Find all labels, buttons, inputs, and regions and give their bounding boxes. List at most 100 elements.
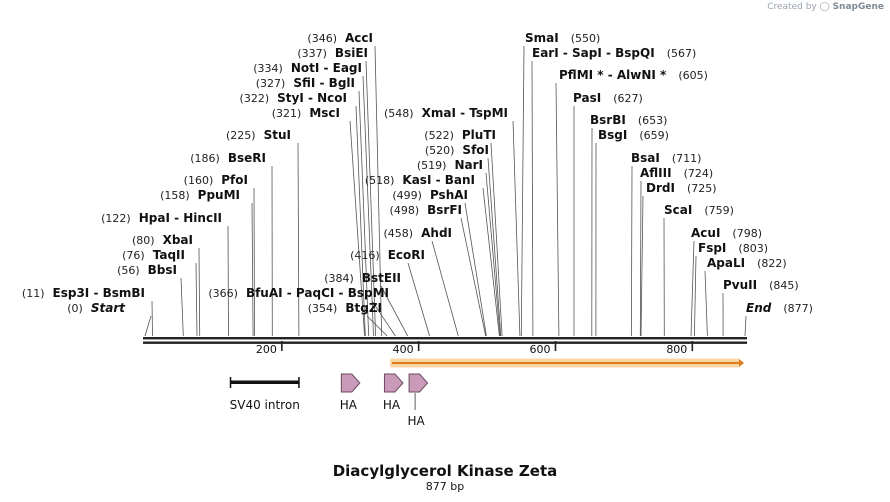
site-label[interactable]: (518) KasI - BanI (365, 173, 475, 187)
backbone-bottom-strand (143, 341, 747, 344)
site-labels: (0) Start (11) Esp3I - BsmBI (56) BbsI(76) Taq… (22, 31, 813, 315)
ha-tag-arrow-icon[interactable] (340, 373, 361, 393)
site-label[interactable]: (337) BsiEI (297, 46, 368, 60)
site-name: AhdI (421, 226, 452, 240)
site-name: XbaI (163, 233, 193, 247)
site-name: PluTI (462, 128, 496, 142)
site-position: (56) (117, 264, 140, 277)
site-name: KasI - BanI (402, 173, 475, 187)
site-label[interactable]: (458) AhdI (384, 226, 452, 240)
site-position: (158) (160, 189, 190, 202)
site-label[interactable]: (416) EcoRI (350, 248, 425, 262)
site-label[interactable]: (366) BfuAI - PaqCI - BspMI (208, 286, 389, 300)
site-position: (725) (687, 182, 717, 195)
map-length: 877 bp (426, 480, 464, 493)
site-leader-line (371, 300, 396, 337)
site-label[interactable]: (76) TaqII (122, 248, 185, 262)
site-name: MscI (309, 106, 340, 120)
site-label[interactable]: (384) BstEII (324, 271, 401, 285)
site-position: (498) (390, 204, 420, 217)
site-label[interactable]: EarI - SapI - BspQI (567) (532, 46, 696, 60)
site-name: NotI - EagI (291, 61, 362, 75)
site-name: PpuMI (198, 188, 240, 202)
site-label[interactable]: (11) Esp3I - BsmBI (22, 286, 145, 300)
site-label[interactable]: (548) XmaI - TspMI (384, 106, 508, 120)
site-label[interactable]: (520) SfoI (425, 143, 489, 157)
site-label[interactable]: AcuI (798) (691, 226, 762, 240)
site-name: XmaI - TspMI (422, 106, 508, 120)
site-label[interactable]: SmaI (550) (525, 31, 600, 45)
site-label[interactable]: (158) PpuMI (160, 188, 240, 202)
site-name: Start (91, 301, 126, 315)
site-leader-line (640, 195, 644, 337)
site-label[interactable]: ScaI (759) (664, 203, 734, 217)
site-label[interactable]: (322) StyI - NcoI (240, 91, 347, 105)
site-label[interactable]: (56) BbsI (117, 263, 177, 277)
site-position: (225) (226, 129, 256, 142)
site-name: DrdI (646, 181, 675, 195)
site-label[interactable]: (80) XbaI (132, 233, 193, 247)
site-label[interactable]: DrdI (725) (646, 181, 717, 195)
site-name: EarI - SapI - BspQI (532, 46, 655, 60)
site-label[interactable]: (519) NarI (417, 158, 483, 172)
site-leader-line (365, 60, 376, 337)
sv40-intron-bar[interactable] (230, 380, 299, 385)
site-position: (522) (424, 129, 454, 142)
site-label[interactable]: (334) NotI - EagI (253, 61, 362, 75)
site-name: TaqII (153, 248, 185, 262)
site-label[interactable]: (346) AccI (307, 31, 373, 45)
watermark-prefix: Created by (767, 2, 817, 12)
site-label[interactable]: End (877) (746, 301, 813, 315)
site-position: (877) (783, 302, 813, 315)
site-label[interactable]: BsrBI (653) (590, 113, 667, 127)
site-label[interactable]: (522) PluTI (424, 128, 496, 142)
site-label[interactable]: (225) StuI (226, 128, 291, 142)
ha-tag-arrow-icon[interactable] (408, 373, 429, 393)
site-name: FspI (698, 241, 726, 255)
site-label[interactable]: PflMI * - AlwNI * (605) (559, 68, 708, 82)
site-position: (337) (297, 47, 327, 60)
site-name: EcoRI (388, 248, 425, 262)
site-label[interactable]: (0) Start (67, 301, 126, 315)
site-position: (122) (101, 212, 131, 225)
site-leader-line (512, 120, 521, 337)
site-position: (11) (22, 287, 45, 300)
site-label[interactable]: BsgI (659) (598, 128, 669, 142)
site-label[interactable]: (498) BsrFI (390, 203, 462, 217)
site-position: (548) (384, 107, 414, 120)
site-label[interactable]: ApaLI (822) (707, 256, 787, 270)
site-label[interactable]: (160) PfoI (184, 173, 248, 187)
site-position: (366) (208, 287, 238, 300)
site-position: (416) (350, 249, 380, 262)
site-label[interactable]: (499) PshAI (392, 188, 468, 202)
ruler-tick-label: 600 (529, 343, 550, 356)
site-label[interactable]: PvuII (845) (723, 278, 799, 292)
ha-tag-arrow-icon[interactable] (383, 373, 404, 393)
site-name: PfoI (221, 173, 248, 187)
site-position: (653) (638, 114, 668, 127)
site-position: (321) (272, 107, 302, 120)
site-name: AflIII (640, 166, 672, 180)
site-position: (0) (67, 302, 83, 315)
snapgene-watermark: Created by ◯ SnapGene (767, 2, 884, 12)
site-label[interactable]: (354) BtgZI (308, 301, 382, 315)
feature-track: SV40 intron HA HA HA (230, 358, 744, 428)
site-label[interactable]: (321) MscI (272, 106, 340, 120)
site-name: PflMI * - AlwNI * (559, 68, 667, 82)
site-leader-line (490, 142, 503, 337)
site-label[interactable]: PasI (627) (573, 91, 643, 105)
site-label[interactable]: (122) HpaI - HincII (101, 211, 222, 225)
site-label[interactable]: (186) BseRI (190, 151, 266, 165)
site-name: StyI - NcoI (277, 91, 347, 105)
site-label[interactable]: BsaI (711) (631, 151, 701, 165)
site-name: Esp3I - BsmBI (53, 286, 145, 300)
site-position: (798) (732, 227, 762, 240)
site-name: End (746, 301, 772, 315)
site-label[interactable]: (327) SfiI - BglI (256, 76, 355, 90)
site-label[interactable]: AflIII (724) (640, 166, 713, 180)
site-label[interactable]: FspI (803) (698, 241, 768, 255)
site-leader-line (694, 255, 697, 337)
site-leader-line (631, 165, 633, 337)
ha-tag-label: HA (340, 398, 358, 412)
